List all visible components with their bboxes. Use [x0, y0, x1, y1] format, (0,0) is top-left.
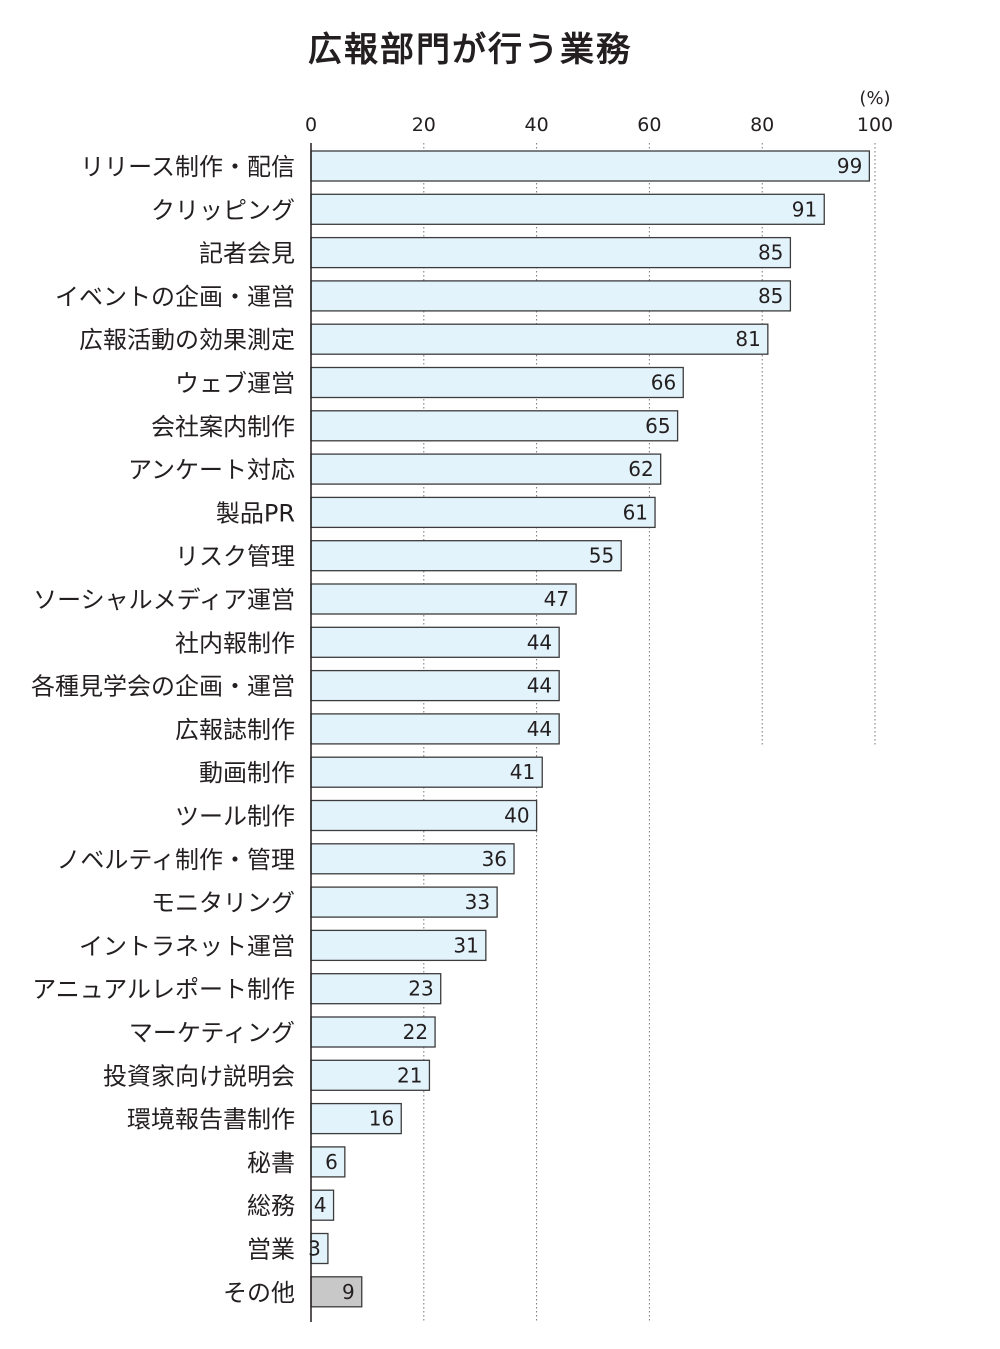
x-tick-label: 20: [412, 114, 436, 136]
category-label: 記者会見: [199, 240, 295, 268]
bar-value-label: 21: [397, 1063, 422, 1087]
category-label: 秘書: [247, 1149, 295, 1177]
bar-value-label: 36: [482, 847, 507, 871]
bar: [310, 410, 679, 442]
x-tick-label: 80: [750, 114, 774, 136]
category-label: 各種見学会の企画・運営: [31, 673, 295, 701]
category-label: 営業: [247, 1236, 295, 1264]
category-label: イントラネット運営: [79, 932, 295, 960]
bar-value-label: 23: [408, 977, 433, 1001]
category-label: マーケティング: [129, 1019, 295, 1047]
category-label: イベントの企画・運営: [55, 283, 295, 311]
bar-value-label: 31: [453, 933, 478, 957]
category-label: リリース制作・配信: [80, 153, 295, 181]
bar-value-label: 62: [628, 457, 653, 481]
bar-value-label: 9: [342, 1280, 355, 1304]
bar: [310, 583, 577, 615]
bar: [310, 280, 792, 312]
bar-value-label: 47: [544, 587, 569, 611]
category-label: 製品PR: [216, 499, 295, 527]
category-label: 総務: [247, 1192, 295, 1220]
bar-value-label: 55: [589, 544, 614, 568]
bar-value-label: 3: [308, 1237, 321, 1261]
category-label: 会社案内制作: [151, 413, 295, 441]
bar: [310, 713, 560, 745]
bar: [310, 193, 825, 225]
category-label: その他: [223, 1279, 295, 1307]
bar: [310, 1016, 436, 1048]
category-labels: リリース制作・配信クリッピング記者会見イベントの企画・運営広報活動の効果測定ウェ…: [31, 153, 295, 1307]
category-label: クリッピング: [151, 196, 295, 224]
bar: [310, 1102, 402, 1135]
bar: [310, 1059, 431, 1091]
category-label: ノベルティ制作・管理: [56, 846, 295, 874]
bar: [310, 496, 656, 529]
category-label: 環境報告書制作: [127, 1106, 295, 1134]
x-tick-label: 40: [525, 114, 549, 136]
bar-value-label: 61: [623, 500, 648, 524]
category-label: 広報誌制作: [175, 716, 295, 744]
bar-value-label: 33: [465, 890, 490, 914]
bar-value-label: 44: [527, 630, 552, 654]
unit-label: (%): [859, 88, 890, 109]
bar-value-label: 22: [403, 1020, 428, 1044]
bar-value-label: 16: [369, 1107, 394, 1131]
bar-value-label: 4: [314, 1193, 327, 1217]
category-label: アンケート対応: [128, 456, 295, 484]
bar: [310, 150, 871, 182]
category-label: リスク管理: [175, 543, 295, 571]
category-label: ソーシャルメディア運営: [33, 586, 295, 614]
bar: [310, 366, 684, 399]
x-axis-ticks: 0 20 40 60 80 100: [305, 114, 893, 136]
bar-value-label: 85: [758, 284, 783, 308]
category-label: アニュアルレポート制作: [32, 976, 295, 1004]
bar-value-label: 6: [325, 1150, 338, 1174]
bar-value-label: 65: [645, 414, 670, 438]
bar: [310, 756, 543, 788]
category-label: モニタリング: [151, 889, 295, 917]
category-label: ウェブ運営: [175, 370, 295, 398]
bar: [310, 669, 560, 702]
bar: [310, 626, 560, 658]
bar-value-label: 85: [758, 241, 783, 265]
bar: [310, 843, 515, 875]
bar: [310, 236, 792, 269]
category-label: 投資家向け説明会: [103, 1062, 295, 1090]
chart-title: 広報部門が行う業務: [308, 30, 632, 70]
bar: [310, 1276, 363, 1308]
bars: 9991858581666562615547444444414036333123…: [308, 150, 871, 1308]
bar: [310, 540, 622, 572]
bar-value-label: 44: [527, 717, 552, 741]
bar-value-label: 41: [510, 760, 535, 784]
bar-value-label: 66: [651, 371, 676, 395]
bar-value-label: 99: [837, 154, 862, 178]
bar: [310, 323, 769, 355]
bar: [310, 453, 662, 485]
bar-value-label: 81: [735, 327, 760, 351]
x-tick-label: 100: [857, 114, 893, 136]
bar-value-label: 44: [527, 674, 552, 698]
bar: [310, 799, 538, 832]
category-label: 社内報制作: [175, 629, 295, 657]
x-tick-label: 60: [637, 114, 661, 136]
bar-value-label: 91: [792, 197, 817, 221]
bar-value-label: 40: [504, 804, 529, 828]
category-label: ツール制作: [175, 803, 295, 831]
category-label: 広報活動の効果測定: [79, 326, 295, 354]
category-label: 動画制作: [199, 759, 295, 787]
bar: [310, 1146, 346, 1178]
x-tick-label: 0: [305, 114, 317, 136]
bar: [310, 973, 442, 1005]
